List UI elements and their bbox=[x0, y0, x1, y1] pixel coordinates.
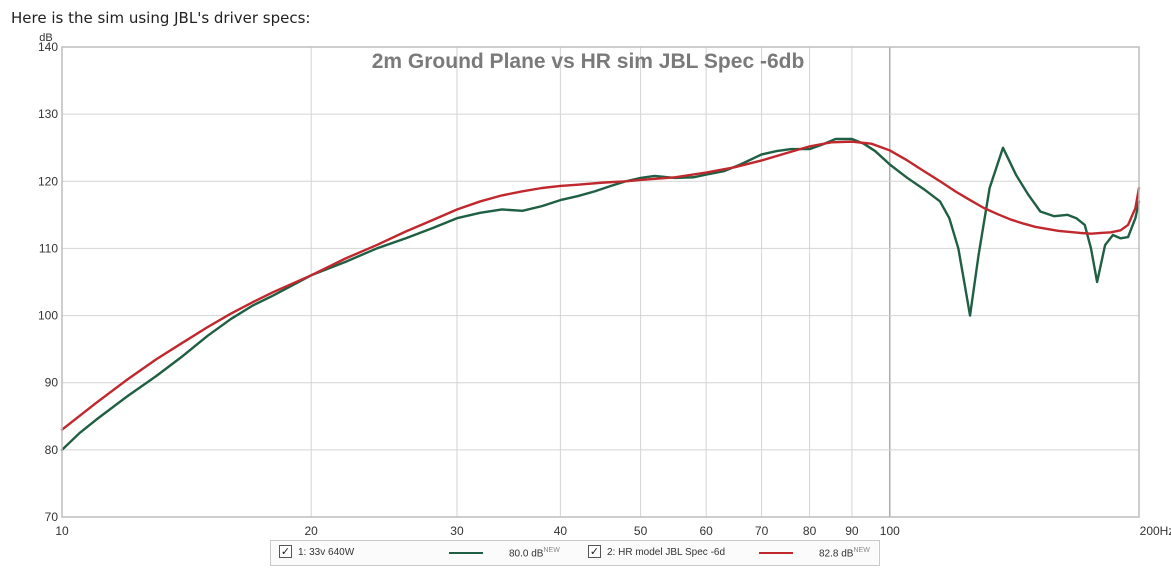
x-tick-label: 80 bbox=[803, 524, 817, 538]
series-layer bbox=[60, 137, 1141, 452]
x-tick-label: 60 bbox=[699, 524, 713, 538]
series-1-name: 1: 33v 640W bbox=[298, 547, 355, 558]
series-2-swatch bbox=[759, 552, 793, 554]
y-tick-label: 140 bbox=[38, 40, 58, 54]
intro-text: Here is the sim using JBL's driver specs… bbox=[11, 9, 311, 27]
series-1-level: 80.0 dBNEW bbox=[509, 547, 560, 560]
x-tick-label: 10 bbox=[55, 524, 69, 538]
x-tick-labels: 10 20 30 40 50 60 70 80 90 100 200Hz bbox=[55, 524, 1171, 538]
chart-title: 2m Ground Plane vs HR sim JBL Spec -6db bbox=[372, 50, 805, 73]
y-tick-label: 110 bbox=[39, 241, 58, 255]
x-tick-label: 20 bbox=[305, 524, 319, 538]
plot-frame bbox=[61, 46, 1140, 518]
x-gridlines bbox=[310, 47, 891, 517]
y-gridlines bbox=[62, 113, 1139, 451]
frequency-response-chart: 70 80 90 100 110 120 130 140 10 20 30 40 50 60 70 80 90… bbox=[38, 32, 1171, 538]
y-tick-labels: 70 80 90 100 110 120 130 140 bbox=[38, 40, 58, 524]
y-tick-label: 130 bbox=[38, 107, 58, 121]
series-1-checkbox[interactable]: ✓ bbox=[279, 545, 292, 558]
x-tick-label: 30 bbox=[450, 524, 464, 538]
series-1-swatch bbox=[449, 552, 483, 554]
x-tick-label: 50 bbox=[634, 524, 648, 538]
x-tick-label: 70 bbox=[755, 524, 769, 538]
y-tick-label: 100 bbox=[38, 309, 58, 323]
series-2-level: 82.8 dBNEW bbox=[819, 547, 870, 560]
legend: ✓ 1: 33v 640W 80.0 dBNEW ✓ 2: HR model J… bbox=[270, 540, 880, 566]
x-tick-label: 40 bbox=[554, 524, 568, 538]
series-line-1 bbox=[60, 137, 1141, 452]
y-tick-label: 90 bbox=[45, 376, 59, 390]
x-tick-label: 90 bbox=[845, 524, 859, 538]
y-tick-label: 80 bbox=[45, 443, 59, 457]
x-tick-label: 100 bbox=[880, 524, 900, 538]
series-line-2 bbox=[60, 140, 1141, 431]
series-2-checkbox[interactable]: ✓ bbox=[588, 545, 601, 558]
series-2-name: 2: HR model JBL Spec -6d bbox=[607, 547, 726, 558]
x-tick-label: 200Hz bbox=[1140, 524, 1171, 538]
y-tick-label: 70 bbox=[45, 510, 59, 524]
plot-area bbox=[62, 47, 1139, 517]
y-tick-label: 120 bbox=[38, 174, 58, 188]
y-axis-label: dB bbox=[39, 32, 52, 44]
